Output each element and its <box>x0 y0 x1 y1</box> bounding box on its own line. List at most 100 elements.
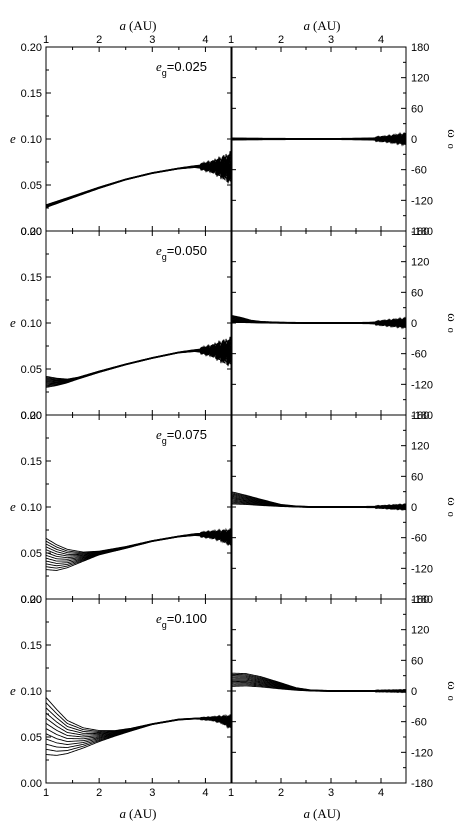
x-axis-var: a <box>120 806 127 821</box>
series-line <box>46 531 232 564</box>
y-tick-label: 0 <box>411 502 417 514</box>
x-tick-label: 4 <box>202 787 208 799</box>
y-tick-label: 0.20 <box>21 226 42 238</box>
x-axis-var: a <box>304 806 311 821</box>
y-axis-title: ωo <box>445 681 460 701</box>
y-tick-label: 0.10 <box>21 502 42 514</box>
y-axis-unit: o <box>445 328 456 333</box>
panel-label-value: =0.100 <box>167 611 207 626</box>
y-tick-label: 0.20 <box>21 594 42 606</box>
y-tick-label: 60 <box>411 655 423 667</box>
panel-label-sub: g <box>162 620 167 630</box>
y-axis-var: ω <box>445 313 460 322</box>
y-axis-var: ω <box>445 497 460 506</box>
series-line <box>46 527 232 553</box>
x-tick-label: 1 <box>228 787 234 799</box>
y-tick-label: 120 <box>411 257 429 269</box>
y-tick-label: -180 <box>411 594 433 606</box>
series-line <box>46 532 232 569</box>
series-group <box>46 336 232 388</box>
y-tick-label: 0.05 <box>21 180 42 192</box>
x-axis-unit: (AU) <box>313 18 340 33</box>
y-tick-label: 0.10 <box>21 686 42 698</box>
x-axis-var: a <box>304 18 311 33</box>
y-tick-label: -60 <box>411 165 427 177</box>
x-axis-unit: (AU) <box>129 806 156 821</box>
series-group <box>46 151 232 208</box>
y-axis-title: ωo <box>445 497 460 517</box>
y-tick-label: -120 <box>411 195 433 207</box>
y-axis-title: ωo <box>445 313 460 333</box>
series-line <box>231 491 406 509</box>
panel-label-value: =0.050 <box>167 243 207 258</box>
x-tick-label: 2 <box>96 34 102 46</box>
y-tick-label: 0.00 <box>21 594 42 606</box>
y-tick-label: 0.10 <box>21 318 42 330</box>
series-line <box>231 672 406 692</box>
y-tick-label: 180 <box>411 42 429 54</box>
series-line <box>46 151 232 206</box>
y-axis-title: e <box>10 683 16 698</box>
panel-label-value: =0.025 <box>167 59 207 74</box>
y-tick-label: 0.15 <box>21 272 42 284</box>
panel-frame <box>45 46 233 232</box>
series-line <box>46 336 232 380</box>
series-line <box>46 716 232 742</box>
y-tick-label: 0.05 <box>21 548 42 560</box>
bottom-x-axis-title: a (AU) <box>120 806 157 821</box>
x-tick-label: 3 <box>328 787 334 799</box>
y-tick-label: -180 <box>411 226 433 238</box>
panel-label: eg=0.075 <box>156 427 207 446</box>
y-tick-label: 0.05 <box>21 732 42 744</box>
y-tick-label: 60 <box>411 471 423 483</box>
panel-label-prefix: e <box>156 243 162 258</box>
y-tick-label: 180 <box>411 226 429 238</box>
series-group <box>231 672 406 694</box>
x-tick-label: 1 <box>228 34 234 46</box>
y-tick-label: 0 <box>411 686 417 698</box>
y-tick-label: 0.15 <box>21 456 42 468</box>
y-tick-label: 0.05 <box>21 364 42 376</box>
top-x-axis-title: a (AU) <box>120 18 157 33</box>
x-tick-label: 1 <box>43 34 49 46</box>
panel-label-prefix: e <box>156 59 162 74</box>
panel-e-0.075: 0.00 0.05 0.10 0.15 0.20 eeg=0.075 <box>10 410 233 606</box>
y-tick-label: -180 <box>411 410 433 422</box>
x-tick-label: 3 <box>149 787 155 799</box>
y-axis-var: ω <box>445 129 460 138</box>
y-axis-unit: o <box>445 512 456 517</box>
series-line <box>46 156 232 206</box>
y-tick-label: 0.00 <box>21 778 42 790</box>
x-tick-label: 2 <box>278 787 284 799</box>
series-group <box>231 131 406 147</box>
panel-label: eg=0.050 <box>156 243 207 262</box>
series-line <box>46 717 232 748</box>
y-tick-label: 0.10 <box>21 134 42 146</box>
series-line <box>46 164 232 208</box>
series-group <box>46 697 232 756</box>
y-tick-label: 0.15 <box>21 640 42 652</box>
y-axis-title: ωo <box>445 129 460 149</box>
x-axis-unit: (AU) <box>129 18 156 33</box>
y-tick-label: 180 <box>411 410 429 422</box>
series-group <box>46 527 232 571</box>
axis-titles: a (AU) a (AU) a (AU) a (AU) <box>120 18 341 821</box>
series-line <box>46 339 232 380</box>
x-tick-label: 1 <box>43 787 49 799</box>
panel-label-prefix: e <box>156 427 162 442</box>
y-tick-label: 60 <box>411 103 423 115</box>
y-tick-label: 0.15 <box>21 88 42 100</box>
y-tick-label: 0 <box>411 318 417 330</box>
panel-label: eg=0.025 <box>156 59 207 78</box>
series-line <box>46 697 232 732</box>
series-line <box>231 314 406 325</box>
panel-label-sub: g <box>162 436 167 446</box>
x-tick-label: 4 <box>378 787 384 799</box>
bottom-x-axis-title-right: a (AU) <box>304 806 341 821</box>
y-tick-label: -120 <box>411 563 433 575</box>
